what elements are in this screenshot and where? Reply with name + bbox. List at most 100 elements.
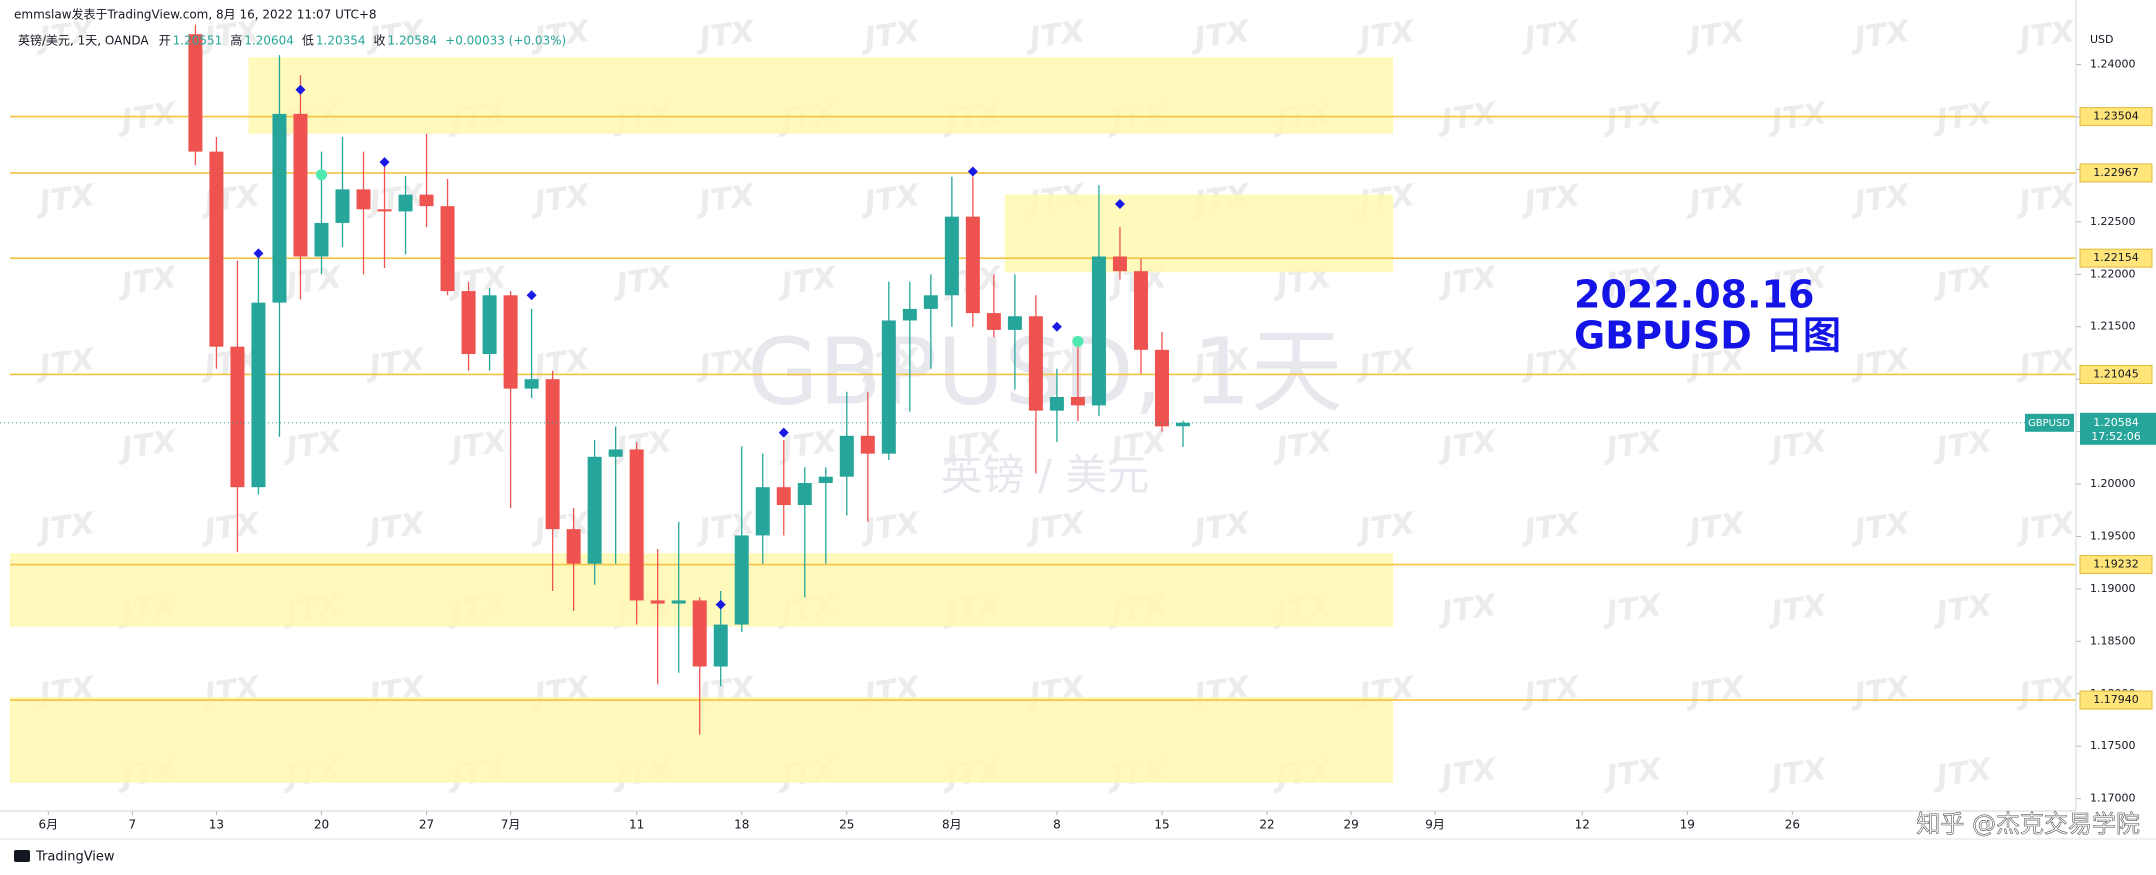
- brand-watermark: JTX: [1434, 260, 1500, 303]
- candle-body: [923, 295, 938, 309]
- candle-body: [608, 449, 623, 457]
- candle-body: [713, 624, 728, 667]
- diamond-marker: [253, 248, 264, 259]
- brand-watermark: JTX: [1764, 752, 1830, 795]
- ohlc-value: 1.20604: [244, 34, 294, 48]
- brand-watermark: JTX: [1764, 260, 1830, 303]
- candle-body: [209, 151, 224, 347]
- brand-watermark: JTX: [1352, 342, 1418, 385]
- brand-watermark: JTX: [1847, 670, 1913, 713]
- candle-body: [671, 600, 686, 604]
- brand-watermark: JTX: [1517, 506, 1583, 549]
- x-tick-label: 22: [1259, 818, 1274, 832]
- brand-watermark: JTX: [444, 424, 510, 467]
- symbol-watermark-sub: 英镑 / 美元: [941, 451, 1150, 500]
- diamond-marker: [967, 166, 978, 177]
- candle-body: [1154, 349, 1169, 427]
- brand-watermark: JTX: [1682, 506, 1748, 549]
- brand-watermark: JTX: [527, 342, 593, 385]
- candle-body: [1028, 316, 1043, 411]
- x-tick-label: 11: [629, 818, 644, 832]
- axes: 1.170001.175001.180001.185001.190001.195…: [39, 58, 2156, 832]
- level-label-box: [2079, 364, 2153, 384]
- ohlc-label: 高: [230, 33, 242, 48]
- symbol-box: [2025, 413, 2074, 432]
- ohlc-label: 低: [302, 34, 314, 48]
- brand-watermark: JTX: [1764, 424, 1830, 467]
- symbol-label: GBPUSD: [2028, 418, 2070, 429]
- candle-body: [1070, 397, 1085, 406]
- brand-watermark: JTX: [1929, 96, 1995, 139]
- brand-watermark: JTX: [362, 342, 428, 385]
- candle-body: [776, 487, 791, 506]
- last-price-label: 1.20584: [2093, 416, 2139, 429]
- zone: [10, 696, 1394, 783]
- brand-watermark: JTX: [32, 178, 98, 221]
- level-label-box: [2079, 163, 2153, 183]
- diamond-marker: [295, 84, 306, 95]
- brand-watermark: JTX: [1599, 588, 1665, 631]
- footer-logo: TradingView: [35, 850, 115, 865]
- brand-watermark: JTX: [527, 14, 593, 57]
- y-tick-label: 1.17500: [2090, 739, 2136, 752]
- brand-watermark: JTX: [1599, 424, 1665, 467]
- candle-body: [377, 209, 392, 212]
- diamond-marker: [1114, 199, 1125, 210]
- change-value: +0.00033 (+0.03%): [445, 34, 566, 48]
- candle-body: [482, 295, 497, 355]
- y-tick-label: 1.24000: [2090, 58, 2136, 71]
- candle-body: [293, 113, 308, 257]
- candle-body: [818, 476, 833, 483]
- y-tick-label: 1.18500: [2090, 634, 2136, 647]
- candle-body: [755, 487, 770, 536]
- brand-watermark: JTX: [2012, 506, 2078, 549]
- brand-watermark: JTX: [1187, 342, 1253, 385]
- brand-watermark: JTX: [1929, 588, 1995, 631]
- brand-watermark: JTX: [1104, 424, 1170, 467]
- footer-credit: 知乎 @杰克交易学院: [1916, 810, 2140, 838]
- brand-watermark: JTX: [1434, 588, 1500, 631]
- candle-body: [188, 34, 203, 152]
- candle-body: [965, 216, 980, 314]
- brand-watermark: JTX: [857, 14, 923, 57]
- candle-body: [797, 482, 812, 506]
- brand-watermark: JTX: [2012, 342, 2078, 385]
- ohlc-label: 收: [374, 34, 386, 48]
- level-label-box: [2079, 555, 2153, 575]
- brand-watermark: JTX: [1599, 96, 1665, 139]
- brand-watermark: JTX: [1847, 14, 1913, 57]
- ohlc-value: 1.20584: [388, 34, 438, 48]
- tv-logo-icon: [14, 850, 30, 862]
- candle-body: [1175, 422, 1190, 427]
- candle-body: [1049, 397, 1064, 411]
- level-label: 1.17940: [2093, 693, 2139, 706]
- brand-watermark: JTX: [939, 424, 1005, 467]
- brand-watermark: JTX: [1434, 96, 1500, 139]
- y-tick-label: 1.22500: [2090, 215, 2136, 228]
- candle-body: [1007, 316, 1022, 330]
- brand-watermark: JTX: [114, 260, 180, 303]
- brand-watermark: JTX: [1269, 424, 1335, 467]
- brand-watermark: JTX: [857, 178, 923, 221]
- brand-watermark: JTX: [1929, 752, 1995, 795]
- brand-watermark: JTX: [774, 260, 840, 303]
- brand-watermark: JTX: [1352, 506, 1418, 549]
- x-tick-label: 8: [1053, 818, 1061, 832]
- candle-body: [944, 216, 959, 296]
- y-tick-label: 1.19000: [2090, 582, 2136, 595]
- brand-watermark: JTX: [692, 178, 758, 221]
- candle-body: [566, 529, 581, 564]
- brand-watermark: JTX: [692, 342, 758, 385]
- candle-body: [251, 302, 266, 488]
- candle-body: [356, 189, 371, 210]
- level-label: 1.22154: [2093, 251, 2139, 264]
- x-tick-label: 18: [734, 818, 749, 832]
- y-tick-label: 1.22000: [2090, 267, 2136, 280]
- brand-watermark: JTX: [857, 506, 923, 549]
- candle-body: [881, 320, 896, 454]
- brand-watermark: JTX: [2012, 670, 2078, 713]
- brand-watermark: JTX: [32, 14, 98, 57]
- x-tick-label: 9月: [1425, 818, 1445, 832]
- diamond-marker: [526, 290, 537, 301]
- brand-watermark: JTX: [279, 260, 345, 303]
